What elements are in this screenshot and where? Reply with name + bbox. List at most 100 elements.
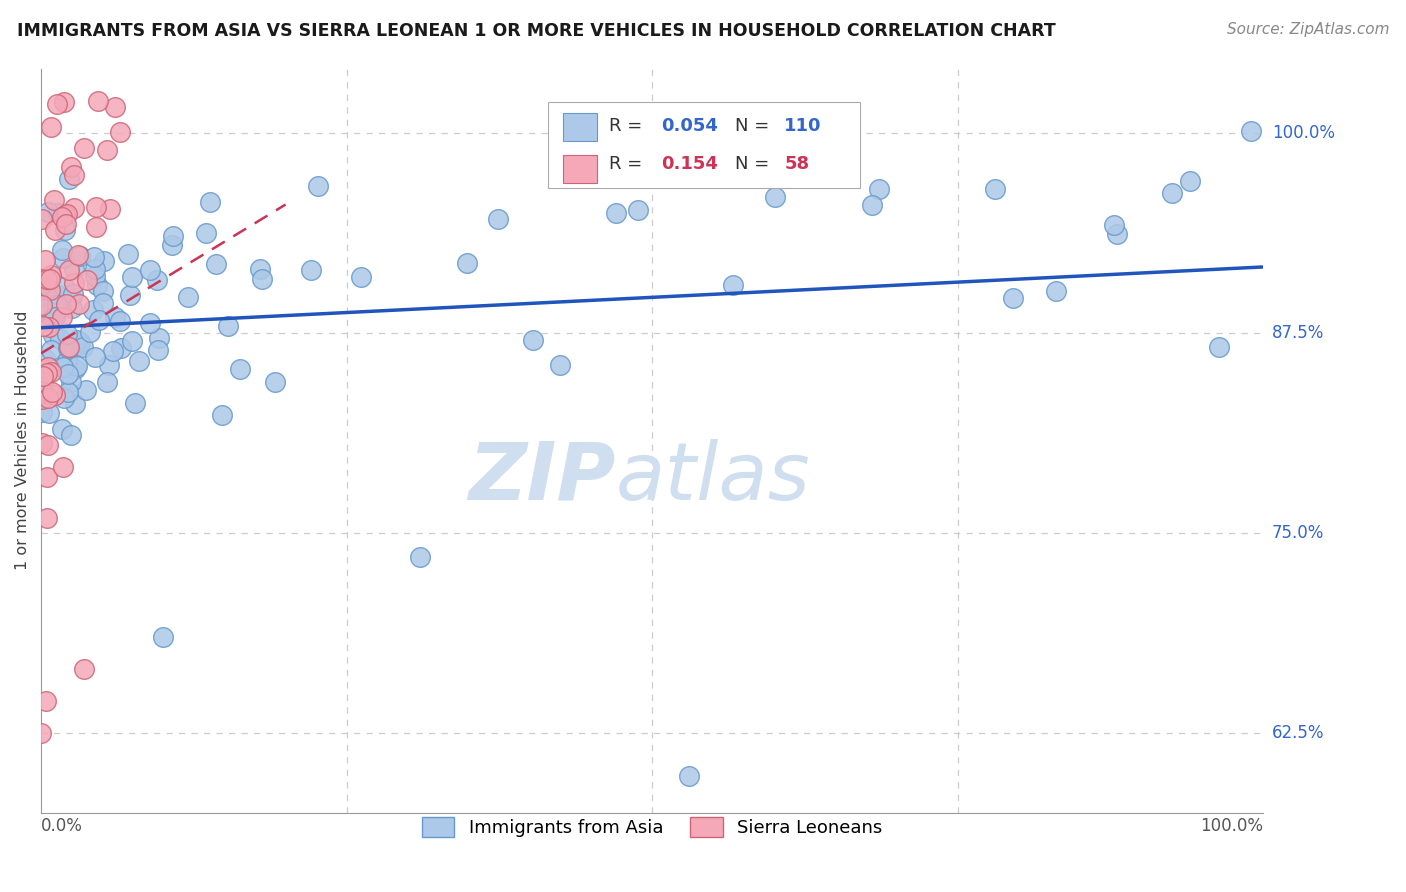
Point <box>35 470 58 484</box>
Point <box>37 391 59 405</box>
Point <box>37 511 59 525</box>
Point <box>96 375 118 389</box>
Point <box>307 178 329 193</box>
Point <box>44 388 66 402</box>
Point <box>56 353 79 368</box>
Point <box>31 212 53 227</box>
Point <box>263 376 285 390</box>
Point <box>41 384 63 399</box>
Point <box>299 263 322 277</box>
Point <box>63 361 86 376</box>
Text: 62.5%: 62.5% <box>1272 723 1324 741</box>
Point <box>627 202 650 217</box>
Point <box>79 325 101 339</box>
Point <box>84 350 107 364</box>
Point <box>31 405 53 419</box>
Point <box>44 310 66 324</box>
Text: 100.0%: 100.0% <box>1201 817 1264 836</box>
Point <box>45 286 67 301</box>
Point <box>160 238 183 252</box>
Point <box>101 343 124 358</box>
Point <box>31 277 53 292</box>
Point <box>139 316 162 330</box>
Point <box>56 207 79 221</box>
Point <box>868 182 890 196</box>
Point <box>52 252 75 266</box>
Point <box>1161 186 1184 200</box>
Text: R =: R = <box>609 117 648 135</box>
Point <box>108 314 131 328</box>
Point <box>41 268 63 282</box>
Point <box>75 384 97 398</box>
Point <box>51 243 73 257</box>
Point <box>55 297 77 311</box>
Point <box>37 360 59 375</box>
Text: 0.0%: 0.0% <box>41 817 83 836</box>
Point <box>83 250 105 264</box>
Bar <box>562 155 598 183</box>
Point <box>84 219 107 234</box>
Point <box>60 301 83 316</box>
Point <box>983 181 1005 195</box>
Point <box>39 120 62 134</box>
Point <box>63 397 86 411</box>
Point <box>44 193 66 207</box>
Point <box>121 269 143 284</box>
Point <box>82 302 104 317</box>
Point <box>110 125 132 139</box>
Point <box>42 328 65 343</box>
Point <box>55 217 77 231</box>
Point <box>34 352 56 367</box>
Point <box>162 228 184 243</box>
Point <box>34 252 56 267</box>
Point <box>128 354 150 368</box>
Legend: Immigrants from Asia, Sierra Leoneans: Immigrants from Asia, Sierra Leoneans <box>415 810 890 845</box>
Point <box>60 428 83 442</box>
Point <box>56 385 79 400</box>
Text: 100.0%: 100.0% <box>1272 123 1334 142</box>
Point <box>93 254 115 268</box>
Point <box>350 270 373 285</box>
Point <box>91 295 114 310</box>
Point <box>84 268 107 283</box>
Point <box>59 375 82 389</box>
Point <box>53 208 76 222</box>
Text: 0.054: 0.054 <box>661 117 717 135</box>
Point <box>66 247 89 261</box>
Text: 75.0%: 75.0% <box>1272 524 1324 541</box>
Text: N =: N = <box>735 155 775 173</box>
Point <box>52 459 75 474</box>
Point <box>35 273 58 287</box>
Point <box>1081 817 1104 831</box>
Text: IMMIGRANTS FROM ASIA VS SIERRA LEONEAN 1 OR MORE VEHICLES IN HOUSEHOLD CORRELATI: IMMIGRANTS FROM ASIA VS SIERRA LEONEAN 1… <box>17 22 1056 40</box>
Point <box>1002 291 1025 305</box>
Point <box>38 319 60 334</box>
Point <box>53 223 76 237</box>
Point <box>37 271 59 285</box>
Point <box>67 296 90 310</box>
Point <box>69 249 91 263</box>
Point <box>72 340 94 354</box>
Point <box>522 333 544 347</box>
Point <box>84 200 107 214</box>
Point <box>486 212 509 227</box>
Point <box>120 288 142 302</box>
Point <box>37 205 59 219</box>
Point <box>37 437 59 451</box>
Text: 58: 58 <box>785 155 810 173</box>
Point <box>763 189 786 203</box>
Point <box>86 278 108 293</box>
Point <box>1104 218 1126 232</box>
Point <box>73 141 96 155</box>
Point <box>45 298 67 312</box>
Text: 87.5%: 87.5% <box>1272 324 1324 342</box>
Point <box>34 301 56 316</box>
Point <box>66 359 89 373</box>
Point <box>38 283 60 297</box>
Point <box>249 261 271 276</box>
Point <box>148 331 170 345</box>
Point <box>42 310 65 324</box>
Point <box>62 168 84 182</box>
Point <box>1178 173 1201 187</box>
Point <box>121 334 143 349</box>
